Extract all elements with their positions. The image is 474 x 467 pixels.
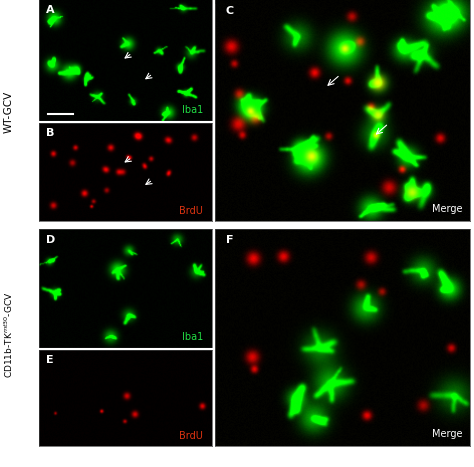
Text: F: F <box>226 235 233 246</box>
Text: CD11b-TK$^{mt30}$-GCV: CD11b-TK$^{mt30}$-GCV <box>2 291 15 378</box>
Text: BrdU: BrdU <box>179 206 203 216</box>
Text: A: A <box>46 6 55 15</box>
Text: BrdU: BrdU <box>179 431 203 441</box>
Text: C: C <box>226 6 234 16</box>
Text: E: E <box>46 355 54 365</box>
Text: B: B <box>46 128 54 138</box>
Text: Merge: Merge <box>432 430 463 439</box>
Text: Iba1: Iba1 <box>182 333 203 342</box>
Text: Iba1: Iba1 <box>182 105 203 115</box>
Text: D: D <box>46 235 55 245</box>
Text: WT-GCV: WT-GCV <box>3 91 14 134</box>
Text: Merge: Merge <box>432 204 463 214</box>
